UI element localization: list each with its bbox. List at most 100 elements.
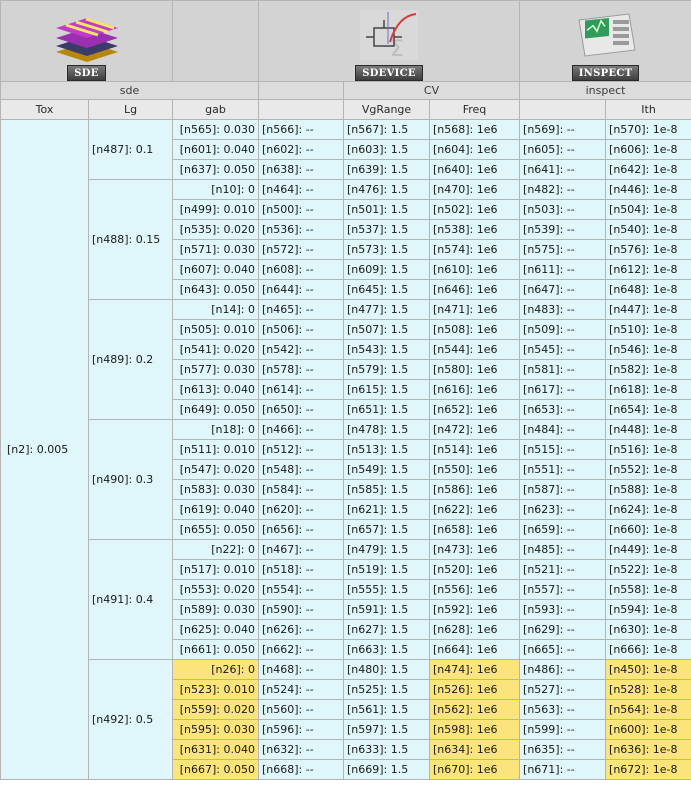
vgrange-cell[interactable]: [n507]: 1.5	[343, 319, 430, 340]
vgrange-cell[interactable]: [n478]: 1.5	[343, 419, 430, 440]
vgrange-cell[interactable]: [n573]: 1.5	[343, 239, 430, 260]
inspect-blank-cell[interactable]: [n569]: --	[519, 119, 607, 140]
col-header-vgrange[interactable]: VgRange	[343, 99, 430, 120]
freq-cell[interactable]: [n508]: 1e6	[428, 319, 521, 340]
tool-sde[interactable]: SDE	[0, 0, 173, 82]
freq-cell[interactable]: [n550]: 1e6	[428, 459, 521, 480]
inspect-blank-cell[interactable]: [n563]: --	[519, 699, 607, 720]
vgrange-cell[interactable]: [n615]: 1.5	[343, 379, 430, 400]
ith-cell[interactable]: [n630]: 1e-8	[605, 619, 691, 640]
ith-cell[interactable]: [n660]: 1e-8	[605, 519, 691, 540]
cv-blank-cell[interactable]: [n614]: --	[258, 379, 344, 400]
ith-cell[interactable]: [n612]: 1e-8	[605, 259, 691, 280]
gab-cell[interactable]: [n559]: 0.020	[172, 699, 259, 720]
freq-cell[interactable]: [n622]: 1e6	[428, 499, 521, 520]
gab-cell[interactable]: [n655]: 0.050	[172, 519, 259, 540]
ith-cell[interactable]: [n582]: 1e-8	[605, 359, 691, 380]
freq-cell[interactable]: [n474]: 1e6	[428, 659, 521, 680]
gab-cell[interactable]: [n505]: 0.010	[172, 319, 259, 340]
freq-cell[interactable]: [n470]: 1e6	[428, 179, 521, 200]
freq-cell[interactable]: [n502]: 1e6	[428, 199, 521, 220]
freq-cell[interactable]: [n574]: 1e6	[428, 239, 521, 260]
cv-blank-cell[interactable]: [n620]: --	[258, 499, 344, 520]
tool-sdevice[interactable]: Σ SDEVICE	[257, 0, 521, 82]
ith-cell[interactable]: [n504]: 1e-8	[605, 199, 691, 220]
freq-cell[interactable]: [n580]: 1e6	[428, 359, 521, 380]
gab-cell[interactable]: [n619]: 0.040	[172, 499, 259, 520]
gab-cell[interactable]: [n613]: 0.040	[172, 379, 259, 400]
col-header-blank[interactable]	[258, 99, 344, 120]
ith-cell[interactable]: [n576]: 1e-8	[605, 239, 691, 260]
ith-cell[interactable]: [n594]: 1e-8	[605, 599, 691, 620]
freq-cell[interactable]: [n616]: 1e6	[428, 379, 521, 400]
inspect-blank-cell[interactable]: [n635]: --	[519, 739, 607, 760]
gab-cell[interactable]: [n661]: 0.050	[172, 639, 259, 660]
gab-cell[interactable]: [n10]: 0	[172, 179, 259, 200]
ith-cell[interactable]: [n546]: 1e-8	[605, 339, 691, 360]
inspect-blank-cell[interactable]: [n521]: --	[519, 559, 607, 580]
col-header-ith[interactable]: Ith	[605, 99, 691, 120]
gab-cell[interactable]: [n601]: 0.040	[172, 139, 259, 160]
cv-blank-cell[interactable]: [n467]: --	[258, 539, 344, 560]
cv-blank-cell[interactable]: [n506]: --	[258, 319, 344, 340]
inspect-blank-cell[interactable]: [n647]: --	[519, 279, 607, 300]
vgrange-cell[interactable]: [n609]: 1.5	[343, 259, 430, 280]
vgrange-cell[interactable]: [n603]: 1.5	[343, 139, 430, 160]
inspect-blank-cell[interactable]: [n617]: --	[519, 379, 607, 400]
ith-cell[interactable]: [n618]: 1e-8	[605, 379, 691, 400]
cv-blank-cell[interactable]: [n554]: --	[258, 579, 344, 600]
ith-cell[interactable]: [n636]: 1e-8	[605, 739, 691, 760]
inspect-blank-cell[interactable]: [n483]: --	[519, 299, 607, 320]
lg-cell[interactable]: [n491]: 0.4	[88, 539, 173, 660]
cv-blank-cell[interactable]: [n590]: --	[258, 599, 344, 620]
ith-cell[interactable]: [n588]: 1e-8	[605, 479, 691, 500]
ith-cell[interactable]: [n570]: 1e-8	[605, 119, 691, 140]
vgrange-cell[interactable]: [n657]: 1.5	[343, 519, 430, 540]
freq-cell[interactable]: [n664]: 1e6	[428, 639, 521, 660]
gab-cell[interactable]: [n499]: 0.010	[172, 199, 259, 220]
freq-cell[interactable]: [n598]: 1e6	[428, 719, 521, 740]
cv-blank-cell[interactable]: [n465]: --	[258, 299, 344, 320]
cv-blank-cell[interactable]: [n608]: --	[258, 259, 344, 280]
inspect-blank-cell[interactable]: [n605]: --	[519, 139, 607, 160]
vgrange-cell[interactable]: [n651]: 1.5	[343, 399, 430, 420]
inspect-blank-cell[interactable]: [n515]: --	[519, 439, 607, 460]
cv-blank-cell[interactable]: [n578]: --	[258, 359, 344, 380]
col-header-tox[interactable]: Tox	[0, 99, 89, 120]
cv-blank-cell[interactable]: [n466]: --	[258, 419, 344, 440]
freq-cell[interactable]: [n670]: 1e6	[428, 759, 521, 780]
ith-cell[interactable]: [n564]: 1e-8	[605, 699, 691, 720]
inspect-blank-cell[interactable]: [n629]: --	[519, 619, 607, 640]
freq-cell[interactable]: [n538]: 1e6	[428, 219, 521, 240]
inspect-blank-cell[interactable]: [n623]: --	[519, 499, 607, 520]
gab-cell[interactable]: [n625]: 0.040	[172, 619, 259, 640]
freq-cell[interactable]: [n586]: 1e6	[428, 479, 521, 500]
gab-cell[interactable]: [n643]: 0.050	[172, 279, 259, 300]
vgrange-cell[interactable]: [n639]: 1.5	[343, 159, 430, 180]
inspect-blank-cell[interactable]: [n482]: --	[519, 179, 607, 200]
inspect-blank-cell[interactable]: [n486]: --	[519, 659, 607, 680]
freq-cell[interactable]: [n568]: 1e6	[428, 119, 521, 140]
inspect-blank-cell[interactable]: [n587]: --	[519, 479, 607, 500]
gab-cell[interactable]: [n541]: 0.020	[172, 339, 259, 360]
vgrange-cell[interactable]: [n537]: 1.5	[343, 219, 430, 240]
cv-blank-cell[interactable]: [n566]: --	[258, 119, 344, 140]
inspect-blank-cell[interactable]: [n503]: --	[519, 199, 607, 220]
inspect-blank-cell[interactable]: [n484]: --	[519, 419, 607, 440]
ith-cell[interactable]: [n654]: 1e-8	[605, 399, 691, 420]
lg-cell[interactable]: [n492]: 0.5	[88, 659, 173, 780]
cv-blank-cell[interactable]: [n638]: --	[258, 159, 344, 180]
vgrange-cell[interactable]: [n591]: 1.5	[343, 599, 430, 620]
gab-cell[interactable]: [n595]: 0.030	[172, 719, 259, 740]
cv-blank-cell[interactable]: [n656]: --	[258, 519, 344, 540]
gab-cell[interactable]: [n667]: 0.050	[172, 759, 259, 780]
freq-cell[interactable]: [n472]: 1e6	[428, 419, 521, 440]
inspect-blank-cell[interactable]: [n575]: --	[519, 239, 607, 260]
vgrange-cell[interactable]: [n501]: 1.5	[343, 199, 430, 220]
gab-cell[interactable]: [n565]: 0.030	[172, 119, 259, 140]
vgrange-cell[interactable]: [n621]: 1.5	[343, 499, 430, 520]
col-header-freq[interactable]: Freq	[428, 99, 521, 120]
vgrange-cell[interactable]: [n476]: 1.5	[343, 179, 430, 200]
freq-cell[interactable]: [n514]: 1e6	[428, 439, 521, 460]
vgrange-cell[interactable]: [n645]: 1.5	[343, 279, 430, 300]
